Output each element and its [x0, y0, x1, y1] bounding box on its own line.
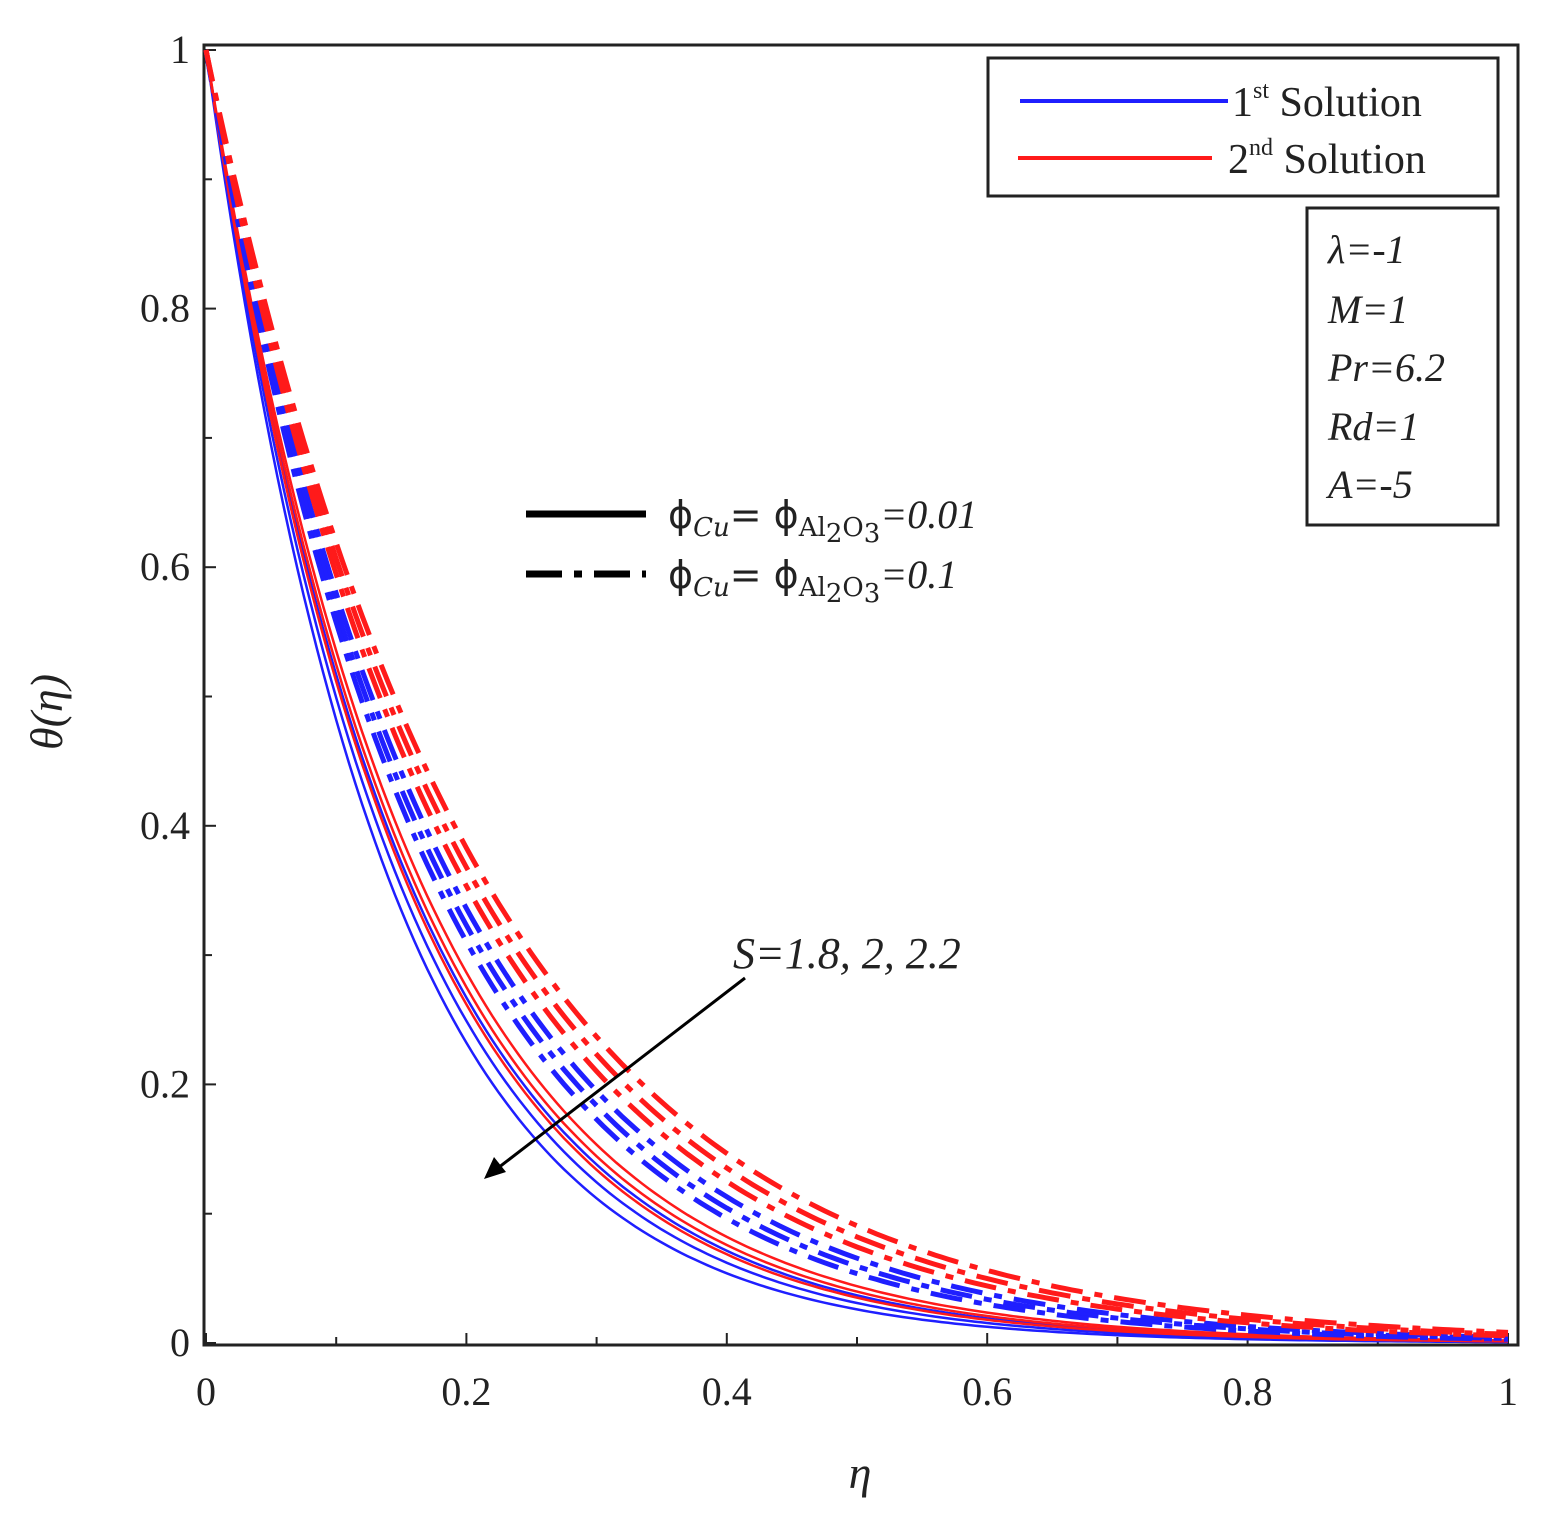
y-tick-label: 0.2 — [140, 1061, 190, 1106]
series-line-11 — [203, 49, 1509, 1337]
parameter-frame — [1305, 206, 1500, 527]
x-tick-label: 1 — [1498, 1369, 1518, 1414]
y-tick-label: 0.8 — [140, 286, 190, 331]
solution-legend: 1st Solution 2nd Solution — [986, 56, 1500, 198]
style-legend-solid-label: ϕCu= ϕAl2O3=0.01 — [668, 492, 977, 549]
param-pr: Pr=6.2 — [1327, 345, 1445, 390]
s-annotation-text: S=1.8, 2, 2.2 — [733, 929, 961, 978]
y-axis-label: θ(η) — [21, 674, 72, 750]
axis-ticks: 0 0.2 0.4 0.6 0.8 1 0 0.2 0.4 0.6 0.8 1 — [140, 27, 1518, 1414]
style-legend: ϕCu= ϕAl2O3=0.01 ϕCu= ϕAl2O3=0.1 — [526, 492, 977, 609]
param-a: A=-5 — [1325, 462, 1413, 507]
x-tick-label: 0.4 — [702, 1369, 752, 1414]
param-lambda: λ=-1 — [1327, 227, 1406, 272]
x-tick-label: 0.6 — [962, 1369, 1012, 1414]
arrow-head-icon — [484, 1157, 506, 1179]
series-line-7 — [203, 49, 1509, 1340]
plot-frame — [202, 43, 1520, 1347]
legend-label-second: 2nd Solution — [1228, 135, 1426, 183]
series-line-12 — [203, 49, 1509, 1339]
series-layer — [203, 49, 1509, 1344]
x-tick-label: 0.2 — [441, 1369, 491, 1414]
y-tick-label: 0.4 — [140, 803, 190, 848]
y-tick-label: 0.6 — [140, 544, 190, 589]
series-line-10 — [203, 49, 1509, 1335]
y-tick-label: 1 — [170, 27, 190, 72]
y-tick-label: 0 — [170, 1320, 190, 1365]
param-m: M=1 — [1327, 287, 1408, 332]
legend-box — [986, 56, 1500, 198]
param-rd: Rd=1 — [1327, 404, 1419, 449]
x-tick-label: 0.8 — [1223, 1369, 1273, 1414]
s-annotation: S=1.8, 2, 2.2 — [484, 929, 961, 1179]
series-line-9 — [203, 49, 1509, 1342]
s-annotation-arrow — [497, 976, 746, 1170]
x-tick-label: 0 — [196, 1369, 216, 1414]
series-line-3 — [204, 49, 1508, 1344]
parameter-box: λ=-1 M=1 Pr=6.2 Rd=1 A=-5 — [1305, 206, 1500, 527]
style-legend-dashdot-label: ϕCu= ϕAl2O3=0.1 — [668, 552, 957, 609]
x-axis-label: η — [849, 1447, 872, 1498]
series-line-6 — [204, 49, 1508, 1343]
legend-label-first: 1st Solution — [1232, 78, 1422, 126]
